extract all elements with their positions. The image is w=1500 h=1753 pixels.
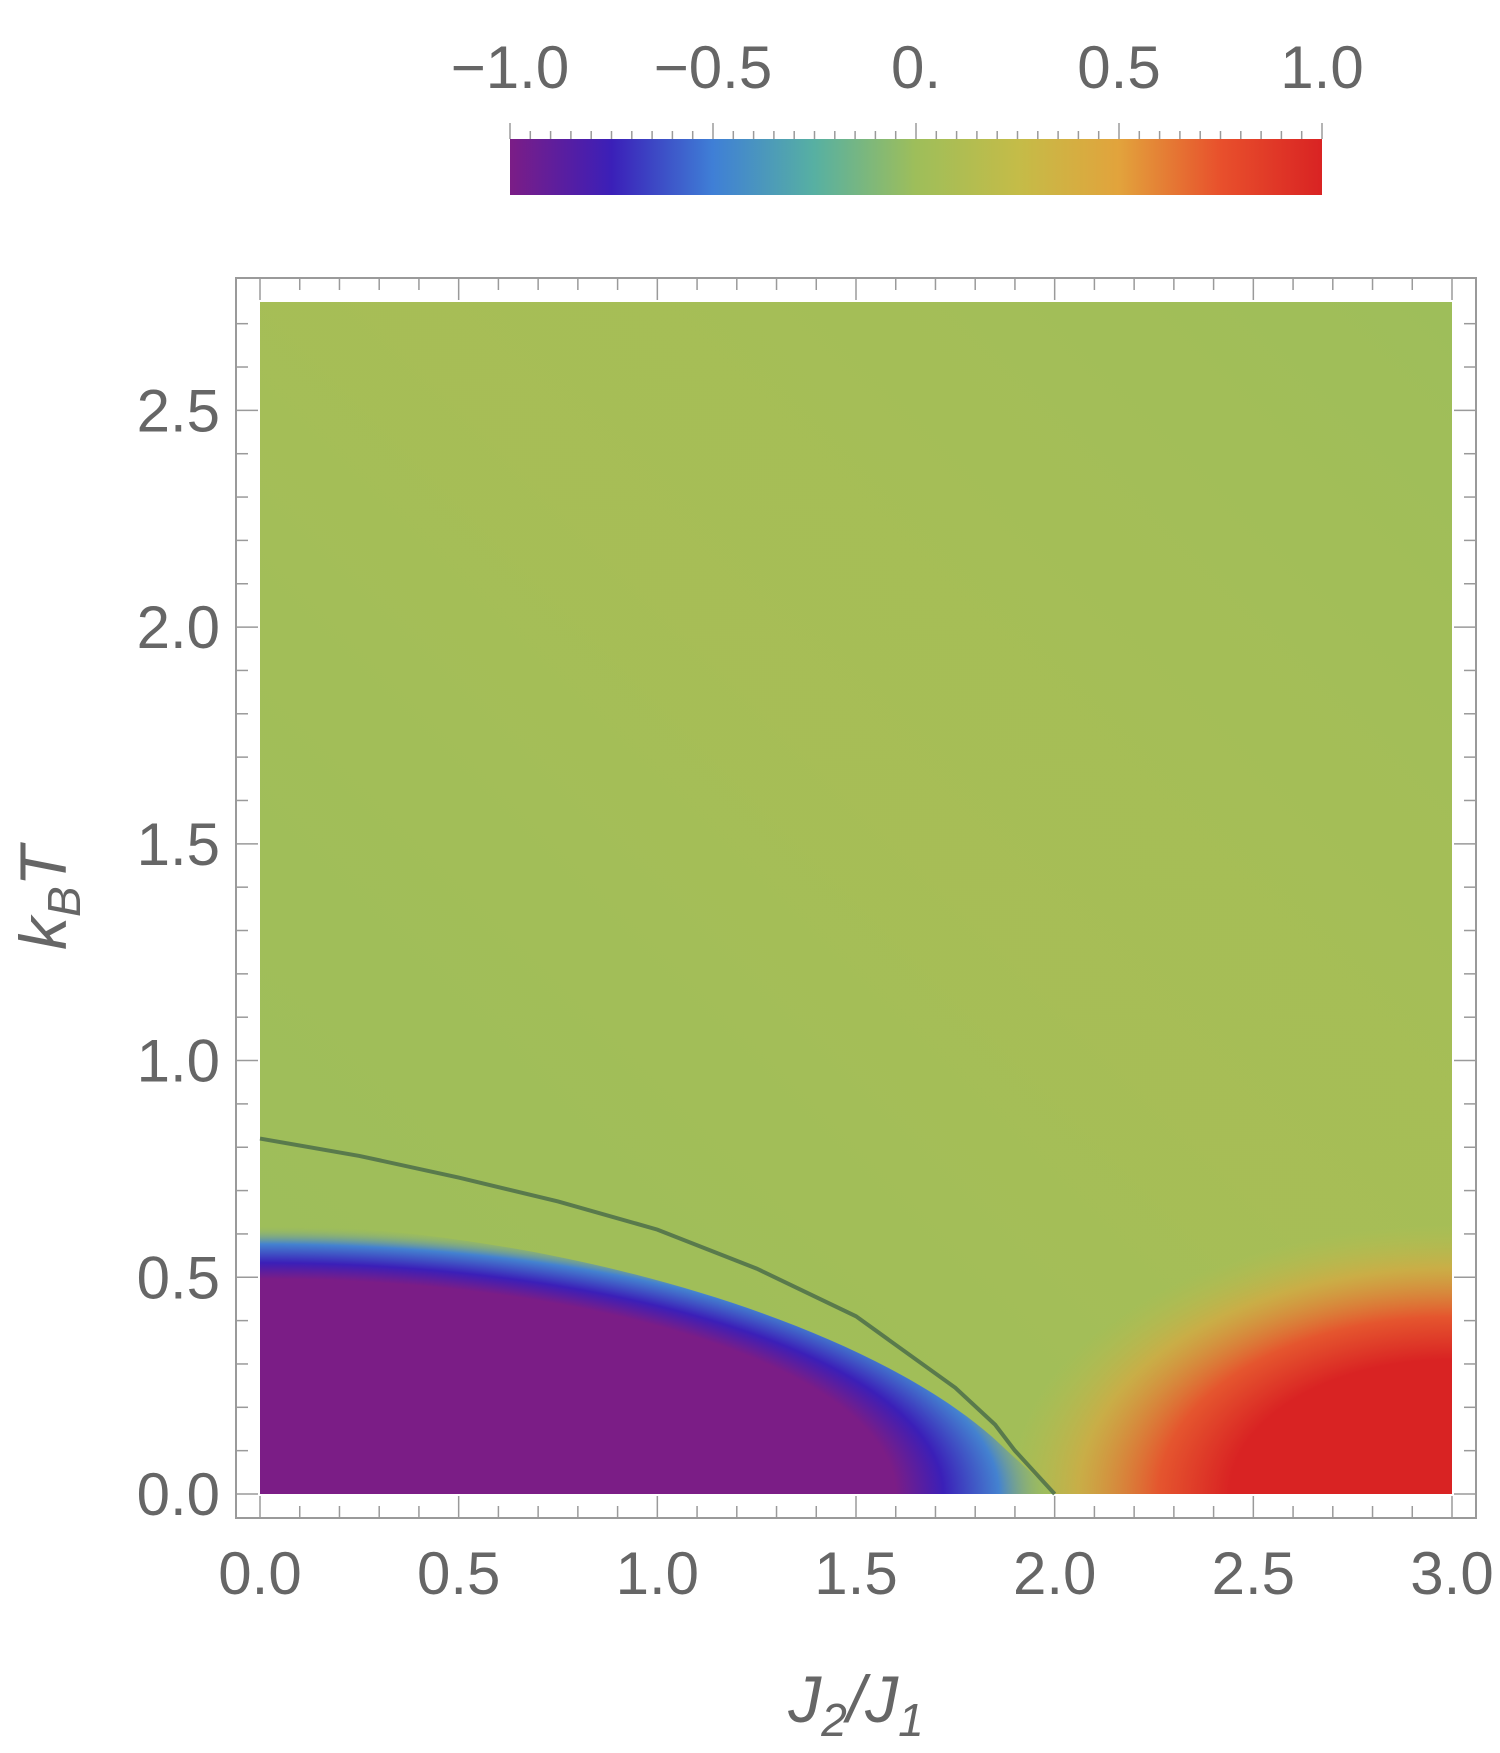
heatmap-ordered-region-negative [260,1225,1055,1494]
y-tick-label: 2.5 [137,377,220,444]
x-tick-label: 1.5 [814,1540,897,1607]
plot-area: 0.0 0.5 1.0 1.5 2.0 2.5 3.0 0.0 0.5 1.0 1.5 2.0 2.5 [137,277,1494,1607]
colorbar-tick-labels: −1.0 −0.5 0. 0.5 1.0 [451,34,1364,101]
y-tick-label: 1.0 [137,1028,220,1095]
x-tick-label: 2.0 [1013,1540,1096,1607]
colorbar-tick-label: −0.5 [654,34,772,101]
colorbar-tick-label: 0.5 [1077,34,1160,101]
x-tick-label: 0.0 [218,1540,301,1607]
colorbar-tick-label: 0. [891,34,941,101]
colorbar-tick-label: 1.0 [1280,34,1363,101]
y-tick-label: 1.5 [137,811,220,878]
x-tick-label: 0.5 [417,1540,500,1607]
heatmap-field [260,302,1452,1494]
colorbar: −1.0 −0.5 0. 0.5 1.0 [451,34,1364,195]
x-tick-label: 1.0 [616,1540,699,1607]
x-axis-tick-labels: 0.0 0.5 1.0 1.5 2.0 2.5 3.0 [218,1540,1493,1607]
x-tick-label: 3.0 [1410,1540,1493,1607]
colorbar-gradient [510,139,1322,195]
y-tick-label: 2.0 [137,594,220,661]
y-axis-title: kBT [6,841,90,950]
x-tick-label: 2.5 [1212,1540,1295,1607]
critical-line [259,1136,1057,1496]
y-axis-tick-labels: 0.0 0.5 1.0 1.5 2.0 2.5 [137,377,220,1528]
y-axis-ticks [236,322,1476,1495]
colorbar-tick-label: −1.0 [451,34,569,101]
colorbar-ticks [509,123,1323,139]
y-tick-label: 0.0 [137,1461,220,1528]
x-axis-title: J2/J1 [787,1662,924,1746]
heatmap-ordered-region-positive [1006,1225,1452,1494]
y-tick-label: 0.5 [137,1244,220,1311]
x-axis-ticks [259,278,1453,1518]
